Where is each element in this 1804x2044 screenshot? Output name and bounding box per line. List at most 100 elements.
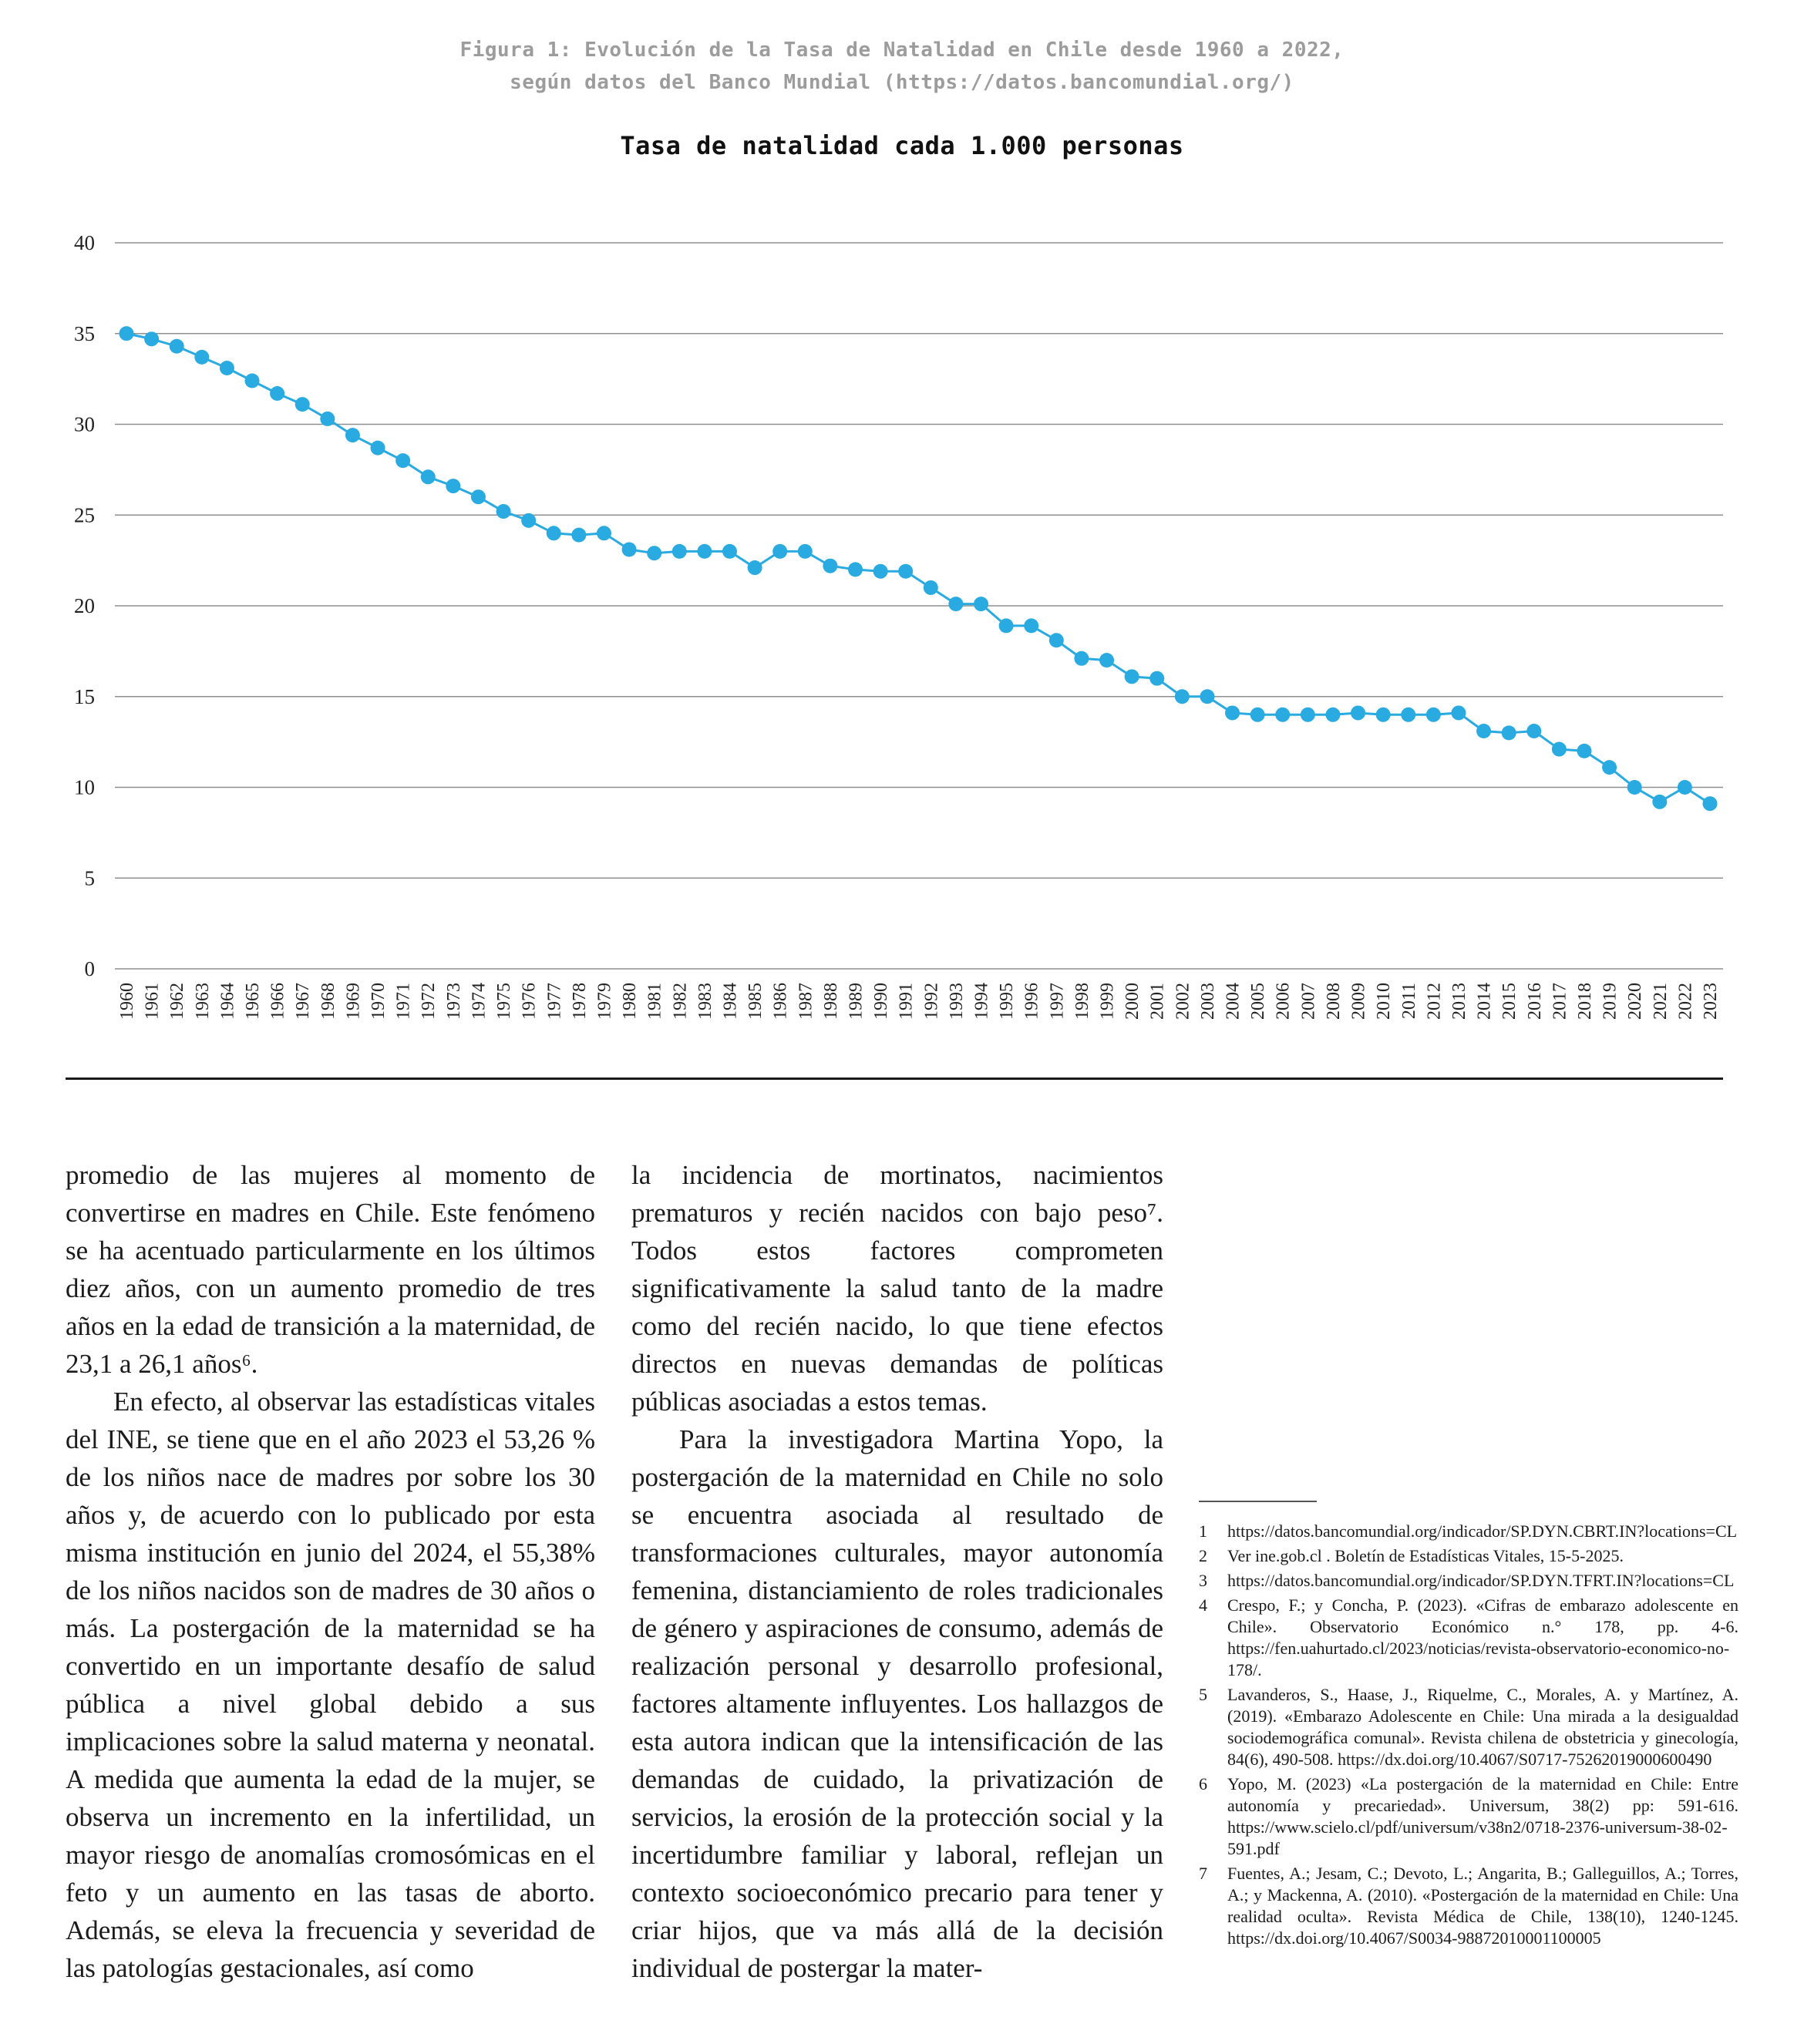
footnote-number: 6 bbox=[1199, 1774, 1207, 1794]
footnote-text: https://datos.bancomundial.org/indicador… bbox=[1227, 1571, 1735, 1590]
svg-text:2022: 2022 bbox=[1675, 983, 1695, 1020]
x-axis-labels: 1960 1961 1962 1963 1964 1965 1966 1967 1968 1969… bbox=[117, 983, 1721, 1020]
article-body: promedio de las mujeres al momento de co… bbox=[66, 1156, 1738, 1987]
chart-title: Tasa de natalidad cada 1.000 personas bbox=[620, 131, 1184, 160]
svg-text:1970: 1970 bbox=[369, 983, 389, 1020]
svg-text:30: 30 bbox=[74, 413, 95, 436]
figure-caption: Figura 1: Evolución de la Tasa de Natali… bbox=[0, 34, 1804, 99]
svg-text:1968: 1968 bbox=[318, 983, 338, 1020]
svg-text:1975: 1975 bbox=[494, 983, 514, 1020]
footnote-number: 5 bbox=[1199, 1685, 1207, 1704]
svg-text:35: 35 bbox=[74, 322, 95, 345]
footnote-number: 4 bbox=[1199, 1595, 1207, 1615]
svg-text:2011: 2011 bbox=[1399, 983, 1419, 1019]
svg-text:1992: 1992 bbox=[921, 983, 941, 1020]
svg-text:1972: 1972 bbox=[419, 983, 439, 1020]
svg-text:1984: 1984 bbox=[720, 983, 740, 1020]
body-paragraph: Para la investigadora Martina Yopo, la p… bbox=[631, 1424, 1163, 1983]
svg-text:2021: 2021 bbox=[1651, 983, 1671, 1020]
svg-text:2023: 2023 bbox=[1701, 983, 1721, 1020]
svg-text:1993: 1993 bbox=[947, 983, 967, 1020]
footnote-item: 4 Crespo, F.; y Concha, P. (2023). «Cifra… bbox=[1199, 1595, 1738, 1681]
footnote-text: Fuentes, A.; Jesam, C.; Devoto, L.; Anga… bbox=[1227, 1864, 1738, 1948]
svg-text:1989: 1989 bbox=[846, 983, 866, 1020]
svg-text:1996: 1996 bbox=[1022, 983, 1042, 1020]
svg-text:2003: 2003 bbox=[1198, 983, 1218, 1020]
footnote-number: 7 bbox=[1199, 1864, 1207, 1883]
footnote-text: Lavanderos, S., Haase, J., Riquelme, C.,… bbox=[1227, 1685, 1738, 1769]
y-axis-labels: 0 5 10 15 20 25 30 35 40 bbox=[74, 231, 95, 980]
svg-text:2016: 2016 bbox=[1525, 983, 1545, 1020]
footnote-number: 2 bbox=[1199, 1546, 1207, 1565]
svg-text:2020: 2020 bbox=[1625, 983, 1645, 1020]
footnote-item: 1 https://datos.bancomundial.org/indicado… bbox=[1199, 1521, 1738, 1542]
svg-text:1995: 1995 bbox=[997, 983, 1017, 1020]
svg-text:25: 25 bbox=[74, 503, 95, 526]
y-gridlines bbox=[115, 242, 1723, 970]
text-column-2: la incidencia de mortinatos, nacimientos… bbox=[631, 1156, 1163, 1987]
body-paragraph: promedio de las mujeres al momento de co… bbox=[66, 1160, 595, 1379]
figure-caption-line1: Figura 1: Evolución de la Tasa de Natali… bbox=[459, 39, 1345, 62]
svg-text:2008: 2008 bbox=[1324, 983, 1344, 1020]
svg-text:1963: 1963 bbox=[193, 983, 213, 1020]
footnote-item: 6 Yopo, M. (2023) «La postergación de la … bbox=[1199, 1773, 1738, 1860]
svg-text:2001: 2001 bbox=[1148, 983, 1168, 1020]
svg-text:1982: 1982 bbox=[670, 983, 690, 1020]
svg-text:1985: 1985 bbox=[745, 983, 766, 1020]
svg-text:1971: 1971 bbox=[394, 983, 414, 1020]
svg-text:1965: 1965 bbox=[243, 983, 263, 1020]
figure-caption-line2: según datos del Banco Mundial (https://d… bbox=[510, 71, 1294, 94]
svg-text:2007: 2007 bbox=[1298, 983, 1318, 1020]
footnote-text: https://datos.bancomundial.org/indicador… bbox=[1227, 1521, 1738, 1541]
data-points bbox=[119, 326, 1718, 812]
svg-text:2005: 2005 bbox=[1248, 983, 1268, 1020]
svg-text:1998: 1998 bbox=[1072, 983, 1092, 1020]
svg-text:1969: 1969 bbox=[343, 983, 363, 1020]
svg-text:0: 0 bbox=[85, 957, 96, 980]
svg-text:2006: 2006 bbox=[1274, 983, 1294, 1020]
svg-text:1979: 1979 bbox=[594, 983, 614, 1020]
svg-text:1978: 1978 bbox=[570, 983, 590, 1020]
svg-text:2018: 2018 bbox=[1575, 983, 1595, 1020]
svg-text:40: 40 bbox=[74, 231, 95, 254]
svg-text:1974: 1974 bbox=[469, 983, 489, 1020]
svg-text:1973: 1973 bbox=[444, 983, 464, 1020]
text-column-1: promedio de las mujeres al momento de co… bbox=[66, 1156, 595, 1987]
footnote-text: Crespo, F.; y Concha, P. (2023). «Cifras… bbox=[1227, 1595, 1738, 1679]
svg-text:1981: 1981 bbox=[645, 983, 665, 1020]
svg-text:1994: 1994 bbox=[972, 983, 992, 1020]
svg-text:2002: 2002 bbox=[1173, 983, 1193, 1020]
svg-text:2012: 2012 bbox=[1424, 983, 1444, 1020]
svg-text:2014: 2014 bbox=[1475, 983, 1495, 1020]
svg-text:2009: 2009 bbox=[1349, 983, 1369, 1020]
footnote-item: 7 Fuentes, A.; Jesam, C.; Devoto, L.; Ang… bbox=[1199, 1863, 1738, 1949]
footnote-item: 3 https://datos.bancomundial.org/indicado… bbox=[1199, 1570, 1738, 1592]
body-paragraph: la incidencia de mortinatos, nacimientos… bbox=[631, 1160, 1163, 1417]
svg-text:2013: 2013 bbox=[1449, 983, 1469, 1020]
footnote-list: 1 https://datos.bancomundial.org/indicado… bbox=[1199, 1521, 1738, 1949]
svg-text:2019: 2019 bbox=[1600, 983, 1621, 1020]
body-paragraph: En efecto, al observar las estadísticas … bbox=[66, 1387, 595, 1983]
svg-text:1964: 1964 bbox=[217, 983, 237, 1020]
svg-text:2015: 2015 bbox=[1499, 983, 1520, 1020]
footnote-separator bbox=[1199, 1501, 1317, 1502]
svg-text:1960: 1960 bbox=[117, 983, 137, 1020]
svg-text:1983: 1983 bbox=[695, 983, 715, 1020]
svg-text:1962: 1962 bbox=[167, 983, 187, 1020]
footnote-text: Ver ine.gob.cl . Boletín de Estadísticas… bbox=[1227, 1546, 1624, 1565]
svg-text:1986: 1986 bbox=[771, 983, 791, 1020]
svg-text:20: 20 bbox=[74, 594, 95, 617]
svg-text:1961: 1961 bbox=[143, 983, 163, 1020]
figure-header: Figura 1: Evolución de la Tasa de Natali… bbox=[0, 34, 1804, 160]
footnote-item: 2 Ver ine.gob.cl . Boletín de Estadística… bbox=[1199, 1545, 1738, 1567]
svg-text:1987: 1987 bbox=[796, 983, 816, 1020]
svg-text:2004: 2004 bbox=[1223, 983, 1244, 1020]
footnote-number: 1 bbox=[1199, 1521, 1207, 1541]
svg-text:1967: 1967 bbox=[293, 983, 313, 1020]
svg-text:1966: 1966 bbox=[268, 983, 288, 1020]
svg-text:2010: 2010 bbox=[1374, 983, 1394, 1020]
birth-rate-chart: 0 5 10 15 20 25 30 35 40 1960 1961 1962 1963 1964 1965… bbox=[74, 231, 1723, 1020]
svg-text:1991: 1991 bbox=[897, 983, 917, 1020]
svg-text:1990: 1990 bbox=[871, 983, 891, 1020]
